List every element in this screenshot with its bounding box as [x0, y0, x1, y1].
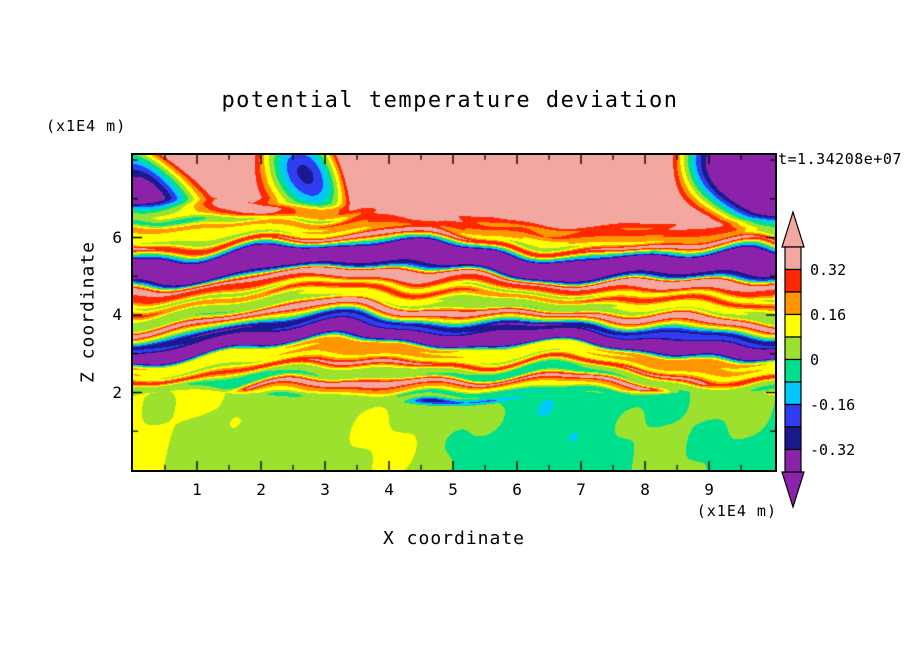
- colorbar-tick-label: 0.16: [810, 305, 847, 324]
- colorbar-band: [784, 448, 802, 473]
- z-tick-label: 2: [112, 382, 122, 402]
- x-axis-title: X coordinate: [382, 528, 526, 549]
- colorbar-tick-label: 0: [810, 350, 820, 369]
- x-tick-label: 4: [384, 480, 394, 499]
- x-axis-units-label: (x1E4 m): [696, 502, 777, 520]
- colorbar-tick-label: -0.32: [810, 440, 856, 459]
- plot-frame: [131, 153, 777, 472]
- contour-field-canvas: [133, 155, 775, 470]
- colorbar-arrow-under: [781, 471, 805, 510]
- time-annotation: t=1.34208e+07: [778, 150, 902, 168]
- z-tick-label: 6: [112, 227, 122, 247]
- x-tick-label: 2: [256, 480, 266, 499]
- colorbar: [781, 209, 805, 510]
- x-tick-label: 1: [192, 480, 202, 499]
- colorbar-band: [784, 291, 802, 316]
- colorbar-band: [784, 358, 802, 383]
- colorbar-band: [784, 403, 802, 428]
- x-tick-label: 5: [448, 480, 458, 499]
- z-axis-units-label: (x1E4 m): [46, 117, 127, 135]
- x-tick-label: 6: [512, 480, 522, 499]
- colorbar-band: [784, 381, 802, 406]
- colorbar-band: [784, 336, 802, 361]
- x-tick-label: 3: [320, 480, 330, 499]
- x-tick-label: 8: [640, 480, 650, 499]
- x-tick-label: 9: [704, 480, 714, 499]
- z-tick-label: 4: [112, 305, 122, 325]
- colorbar-band: [784, 426, 802, 451]
- colorbar-band: [784, 246, 802, 271]
- colorbar-band: [784, 313, 802, 338]
- colorbar-band: [784, 268, 802, 293]
- colorbar-tick-label: 0.32: [810, 260, 847, 279]
- colorbar-arrow-over: [781, 209, 805, 248]
- colorbar-tick-label: -0.16: [810, 395, 856, 414]
- plot-title: potential temperature deviation: [221, 88, 679, 113]
- x-tick-label: 7: [576, 480, 586, 499]
